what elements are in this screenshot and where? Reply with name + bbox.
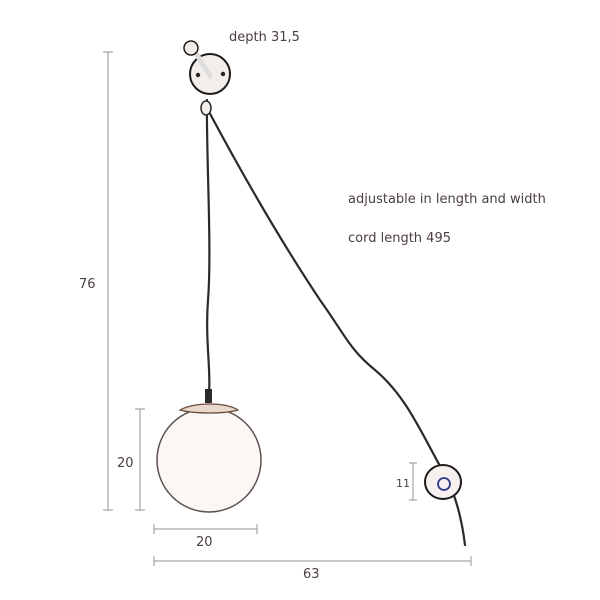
depth-label: depth 31,5 bbox=[229, 30, 300, 45]
total-width-label: 63 bbox=[303, 567, 320, 582]
dimension-width-total bbox=[153, 556, 472, 566]
globe-height-label: 20 bbox=[117, 456, 134, 471]
dimension-switch-height bbox=[409, 462, 417, 501]
dimension-height-total bbox=[103, 51, 113, 511]
cord-switch bbox=[424, 464, 462, 500]
total-height-label: 76 bbox=[79, 277, 96, 292]
dimension-globe-height bbox=[135, 408, 145, 511]
cord-knot bbox=[200, 100, 212, 116]
switch-height-label: 11 bbox=[396, 477, 410, 490]
cord-length-label: cord length 495 bbox=[348, 231, 451, 246]
hanging-cord bbox=[205, 98, 211, 394]
globe-width-label: 20 bbox=[196, 535, 213, 550]
dimension-globe-width bbox=[153, 524, 258, 534]
adjustable-label: adjustable in length and width bbox=[348, 192, 546, 207]
wall-mount bbox=[183, 40, 231, 95]
globe-lamp bbox=[156, 389, 262, 513]
